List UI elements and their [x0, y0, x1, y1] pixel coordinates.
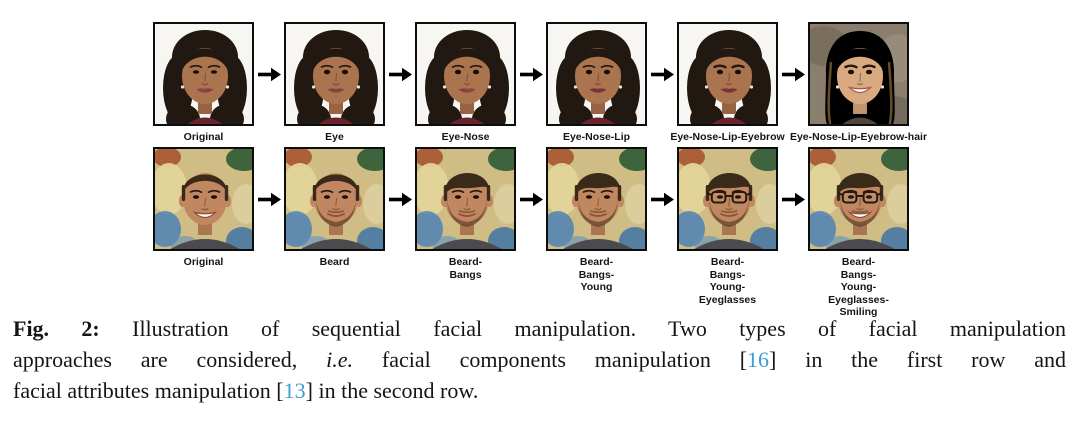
face-illustration	[417, 24, 514, 124]
image-label-line: Bangs-	[578, 268, 615, 281]
image-label: Beard- Bangs- Young- Eyeglasses- Smiling	[828, 256, 889, 319]
image-label: Beard- Bangs- Young- Eyeglasses	[699, 256, 756, 306]
face-image-woman-portrait-original	[153, 22, 254, 126]
cell-eye-nose-lip-eyebrow-row1: Eye-Nose-Lip-Eyebrow	[670, 22, 785, 144]
citation-13-link[interactable]: 13	[283, 378, 306, 403]
caption-text-segment: approaches are considered,	[13, 347, 327, 372]
cell-eye-nose-lip-row1: Eye-Nose-Lip	[546, 22, 647, 144]
face-illustration	[286, 24, 383, 124]
image-label: Beard	[320, 256, 350, 269]
face-image-man-portrait-beard-bangs-young-eyeglasses-smiling	[808, 147, 909, 251]
image-label: Eye-Nose-Lip-Eyebrow-hair	[790, 131, 927, 144]
image-label-line: Young-	[709, 281, 746, 293]
face-image-blonde-woman-portrait-fully-manipulated	[808, 22, 909, 126]
image-label-line: Smiling	[839, 306, 878, 318]
face-image-woman-portrait-eye-manipulated	[284, 22, 385, 126]
cell-beard-bangs-young-eyeglasses-row2: Beard- Bangs- Young- Eyeglasses	[677, 147, 778, 306]
face-image-man-portrait-original	[153, 147, 254, 251]
image-label-line: Beard-	[448, 256, 483, 268]
image-label-line: Eye-Nose-Lip	[562, 131, 631, 143]
image-label: Eye-Nose-Lip-Eyebrow	[670, 131, 784, 144]
image-label-line: Eyeglasses-	[828, 293, 889, 306]
caption-figure-label: Fig. 2:	[13, 316, 100, 341]
image-label-line: Bangs	[449, 268, 482, 281]
caption-text-segment: i.e.	[326, 347, 354, 372]
caption-text-segment: facial attributes manipulation [	[13, 378, 284, 403]
image-label: Beard- Bangs	[449, 256, 482, 281]
manipulation-row-facial-attributes: Original Beard Beard- Bangs Beard- Bangs- Youn…	[153, 147, 909, 319]
image-label-line: Eye-Nose-Lip-Eyebrow	[670, 131, 785, 143]
image-label: Eye	[325, 131, 344, 144]
caption-line-1: Fig. 2: Illustration of sequential facia…	[13, 313, 1066, 344]
arrow-right-icon	[385, 147, 415, 251]
citation-16-link[interactable]: 16	[747, 347, 770, 372]
cell-eye-nose-row1: Eye-Nose	[415, 22, 516, 144]
arrow-right-icon	[516, 22, 546, 126]
arrow-right-icon	[385, 22, 415, 126]
face-image-woman-portrait-eye-nose-lip-eyebrow-manipulated	[677, 22, 778, 126]
image-label-line: Eye-Nose-Lip-Eyebrow-hair	[789, 131, 928, 143]
image-label-line: Young-	[840, 281, 877, 293]
caption-text-segment: facial components manipulation [	[353, 347, 748, 372]
arrow-right-icon	[647, 147, 677, 251]
face-illustration	[679, 149, 776, 249]
image-label: Eye-Nose	[442, 131, 490, 144]
image-label-line: Young	[580, 281, 613, 293]
image-label-line: Bangs-	[709, 268, 746, 281]
arrow-right-icon	[254, 147, 284, 251]
cell-beard-row2: Beard	[284, 147, 385, 269]
caption-line-2: approaches are considered, i.e. facial c…	[13, 344, 1066, 375]
face-illustration	[810, 149, 907, 249]
image-label: Eye-Nose-Lip	[563, 131, 630, 144]
face-illustration	[155, 149, 252, 249]
caption-text-segment: ] in the second row.	[305, 378, 479, 403]
face-image-man-portrait-beard-bangs-young	[546, 147, 647, 251]
face-illustration	[286, 149, 383, 249]
image-label-line: Eyeglasses	[698, 293, 757, 306]
image-label-line: Beard	[319, 256, 350, 268]
image-label-line: Beard-	[841, 256, 876, 268]
image-label-line: Eye-Nose	[441, 131, 490, 143]
figure-caption: Fig. 2: Illustration of sequential facia…	[13, 313, 1066, 406]
arrow-right-icon	[778, 147, 808, 251]
face-illustration	[155, 24, 252, 124]
face-image-woman-portrait-eye-nose-manipulated	[415, 22, 516, 126]
face-illustration	[548, 24, 645, 124]
caption-text-segment: Illustration of sequential facial manipu…	[99, 316, 1066, 341]
image-label-line: Beard-	[710, 256, 745, 268]
cell-beard-bangs-young-eyeglasses-smiling-row2: Beard- Bangs- Young- Eyeglasses- Smiling	[808, 147, 909, 319]
face-illustration	[417, 149, 514, 249]
arrow-right-icon	[778, 22, 808, 126]
arrow-right-icon	[254, 22, 284, 126]
arrow-right-icon	[647, 22, 677, 126]
face-image-man-portrait-beard	[284, 147, 385, 251]
cell-eye-nose-lip-eyebrow-hair-row1: Eye-Nose-Lip-Eyebrow-hair	[790, 22, 927, 144]
caption-text-segment: ] in the first row and	[769, 347, 1067, 372]
cell-original-row1: Original	[153, 22, 254, 144]
caption-line-3: facial attributes manipulation [13] in t…	[13, 375, 1066, 406]
face-image-man-portrait-beard-bangs	[415, 147, 516, 251]
cell-beard-bangs-row2: Beard- Bangs	[415, 147, 516, 281]
face-image-woman-portrait-eye-nose-lip-manipulated	[546, 22, 647, 126]
image-label-line: Eye	[325, 131, 344, 143]
image-label-line: Original	[183, 256, 224, 268]
face-illustration	[679, 24, 776, 124]
image-label: Original	[184, 256, 224, 269]
cell-beard-bangs-young-row2: Beard- Bangs- Young	[546, 147, 647, 294]
image-label: Beard- Bangs- Young	[579, 256, 615, 294]
face-illustration	[810, 24, 907, 124]
face-image-man-portrait-beard-bangs-young-eyeglasses	[677, 147, 778, 251]
arrow-right-icon	[516, 147, 546, 251]
cell-eye-row1: Eye	[284, 22, 385, 144]
image-label: Original	[184, 131, 224, 144]
image-label-line: Original	[183, 131, 224, 143]
face-illustration	[548, 149, 645, 249]
image-label-line: Beard-	[579, 256, 614, 268]
image-label-line: Bangs-	[840, 268, 877, 281]
cell-original-row2: Original	[153, 147, 254, 269]
manipulation-row-facial-components: Original Eye Eye-Nose Eye-Nose-Lip Eye-Nose-…	[153, 22, 927, 144]
